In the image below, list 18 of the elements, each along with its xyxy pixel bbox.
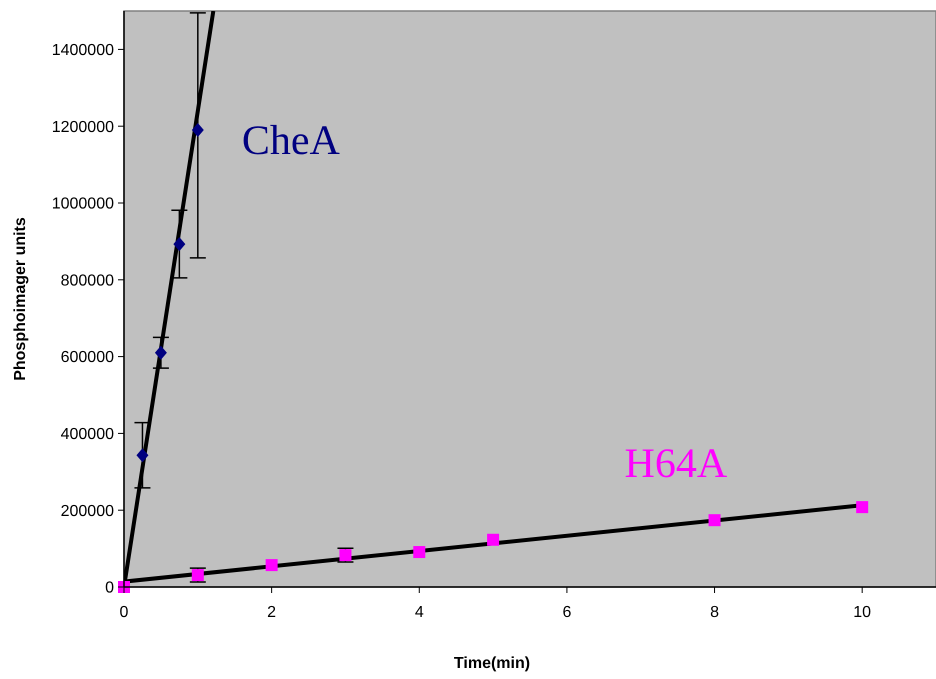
y-tick-label: 200000 [60, 502, 114, 520]
x-tick-label: 2 [267, 604, 276, 621]
y-tick-label: 1000000 [52, 196, 114, 213]
y-axis-title: Phosphoimager units [12, 217, 29, 381]
x-tick-label: 0 [120, 604, 129, 621]
y-tick-label: 600000 [60, 349, 114, 366]
series-label: CheA [242, 118, 340, 164]
y-tick-label: 1400000 [52, 42, 114, 59]
y-tick-label: 800000 [60, 272, 114, 290]
y-tick-label: 400000 [60, 426, 114, 443]
x-tick-label: 4 [414, 604, 424, 621]
x-axis-title: Time(min) [454, 655, 530, 672]
series-label: H64A [624, 441, 728, 488]
y-tick-label: 0 [105, 580, 114, 597]
y-tick-label: 1200000 [52, 118, 114, 136]
x-tick-label: 6 [562, 604, 572, 621]
x-tick-label: 8 [710, 604, 720, 621]
x-tick-label: 10 [853, 604, 872, 621]
